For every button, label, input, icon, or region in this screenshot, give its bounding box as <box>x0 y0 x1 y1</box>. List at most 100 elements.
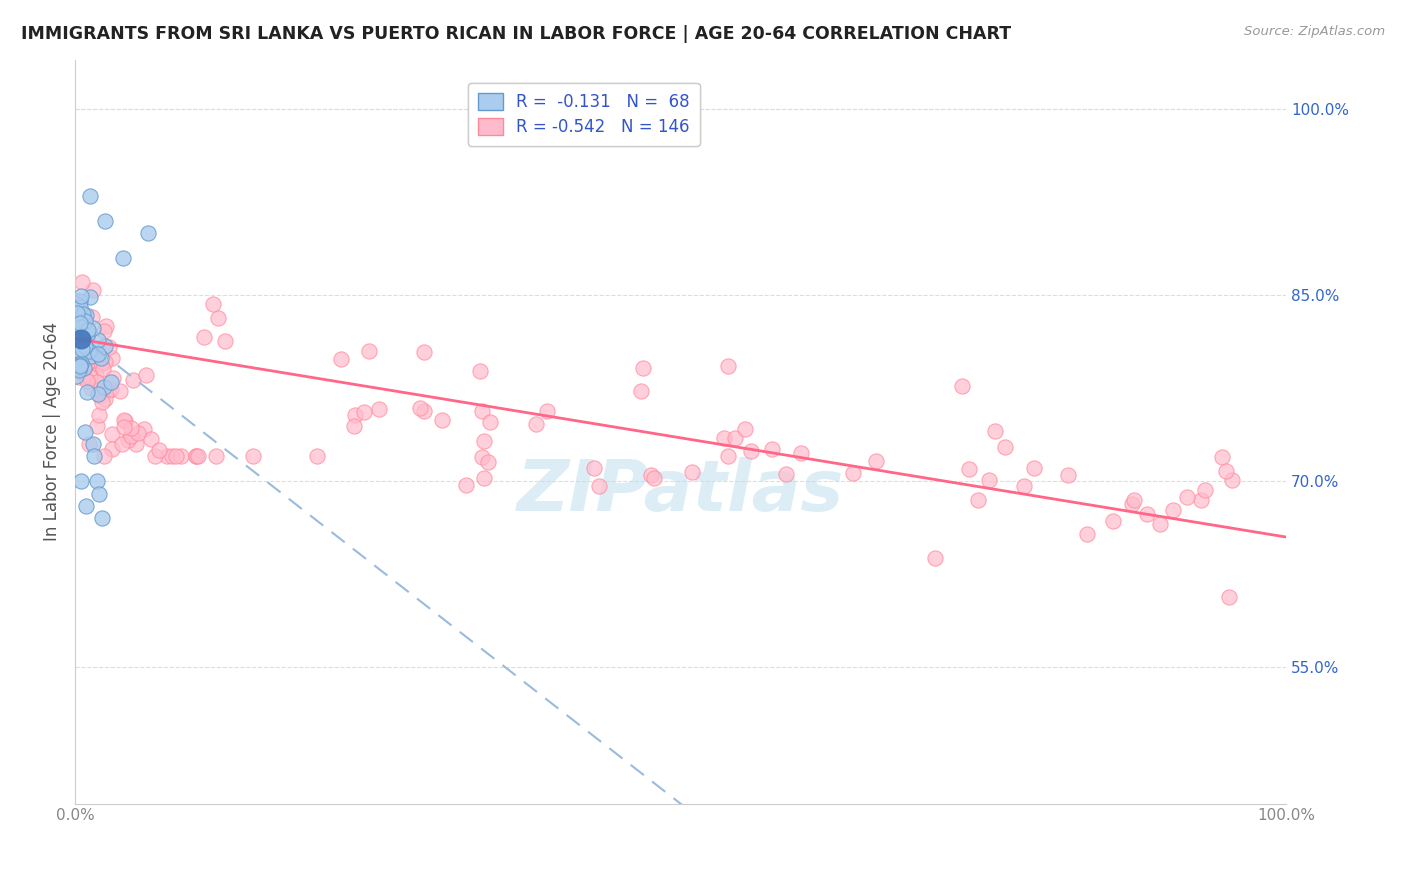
Puerto Ricans <box>1215 464 1237 478</box>
Immigrants from Sri Lanka <box>73 361 96 376</box>
Puerto Ricans <box>108 384 131 399</box>
Puerto Ricans <box>73 334 96 349</box>
Immigrants from Sri Lanka <box>75 314 97 328</box>
Immigrants from Sri Lanka <box>80 349 103 363</box>
Puerto Ricans <box>717 449 740 463</box>
Immigrants from Sri Lanka <box>70 324 93 338</box>
Text: ZIPatlas: ZIPatlas <box>517 457 844 525</box>
Puerto Ricans <box>713 431 735 445</box>
Puerto Ricans <box>75 353 97 368</box>
Puerto Ricans <box>214 334 236 348</box>
Puerto Ricans <box>994 440 1017 454</box>
Immigrants from Sri Lanka <box>69 327 91 342</box>
Puerto Ricans <box>865 454 887 468</box>
Immigrants from Sri Lanka <box>67 357 90 371</box>
Puerto Ricans <box>69 361 91 376</box>
Immigrants from Sri Lanka <box>66 360 89 375</box>
Puerto Ricans <box>979 473 1001 487</box>
Puerto Ricans <box>120 429 142 443</box>
Puerto Ricans <box>83 346 105 360</box>
Puerto Ricans <box>353 405 375 419</box>
Puerto Ricans <box>472 434 495 449</box>
Puerto Ricans <box>65 293 87 308</box>
Immigrants from Sri Lanka <box>67 362 90 376</box>
Puerto Ricans <box>1189 492 1212 507</box>
Puerto Ricans <box>193 330 215 344</box>
Puerto Ricans <box>77 437 100 451</box>
Puerto Ricans <box>842 466 865 480</box>
Puerto Ricans <box>65 293 87 308</box>
Puerto Ricans <box>127 425 149 440</box>
Puerto Ricans <box>103 371 125 385</box>
Puerto Ricans <box>330 351 353 366</box>
Puerto Ricans <box>90 357 112 371</box>
Puerto Ricans <box>724 431 747 445</box>
Immigrants from Sri Lanka <box>79 189 101 203</box>
Immigrants from Sri Lanka <box>65 326 87 341</box>
Puerto Ricans <box>957 462 980 476</box>
Puerto Ricans <box>82 348 104 362</box>
Immigrants from Sri Lanka <box>67 343 90 357</box>
Puerto Ricans <box>143 450 166 464</box>
Puerto Ricans <box>430 413 453 427</box>
Puerto Ricans <box>87 409 110 423</box>
Immigrants from Sri Lanka <box>70 289 93 303</box>
Immigrants from Sri Lanka <box>87 333 110 347</box>
Puerto Ricans <box>66 333 89 347</box>
Puerto Ricans <box>1149 517 1171 532</box>
Puerto Ricans <box>82 283 104 297</box>
Puerto Ricans <box>148 442 170 457</box>
Puerto Ricans <box>740 443 762 458</box>
Puerto Ricans <box>413 404 436 418</box>
Puerto Ricans <box>790 446 813 460</box>
Puerto Ricans <box>69 342 91 356</box>
Text: Source: ZipAtlas.com: Source: ZipAtlas.com <box>1244 25 1385 38</box>
Puerto Ricans <box>344 409 367 423</box>
Puerto Ricans <box>93 450 115 464</box>
Puerto Ricans <box>94 319 117 334</box>
Immigrants from Sri Lanka <box>69 318 91 333</box>
Puerto Ricans <box>1057 468 1080 483</box>
Immigrants from Sri Lanka <box>69 300 91 314</box>
Puerto Ricans <box>357 343 380 358</box>
Immigrants from Sri Lanka <box>77 326 100 340</box>
Immigrants from Sri Lanka <box>67 304 90 318</box>
Puerto Ricans <box>1121 497 1143 511</box>
Puerto Ricans <box>681 465 703 479</box>
Puerto Ricans <box>86 418 108 433</box>
Puerto Ricans <box>89 389 111 403</box>
Immigrants from Sri Lanka <box>70 334 93 349</box>
Legend: R =  -0.131   N =  68, R = -0.542   N = 146: R = -0.131 N = 68, R = -0.542 N = 146 <box>468 83 700 145</box>
Puerto Ricans <box>86 375 108 389</box>
Puerto Ricans <box>588 479 610 493</box>
Immigrants from Sri Lanka <box>69 358 91 372</box>
Puerto Ricans <box>950 378 973 392</box>
Puerto Ricans <box>75 343 97 357</box>
Immigrants from Sri Lanka <box>93 380 115 394</box>
Puerto Ricans <box>184 450 207 464</box>
Immigrants from Sri Lanka <box>77 323 100 337</box>
Puerto Ricans <box>1076 527 1098 541</box>
Immigrants from Sri Lanka <box>136 226 159 240</box>
Immigrants from Sri Lanka <box>79 290 101 304</box>
Puerto Ricans <box>1175 490 1198 504</box>
Puerto Ricans <box>65 360 87 375</box>
Puerto Ricans <box>89 383 111 397</box>
Puerto Ricans <box>134 422 156 436</box>
Puerto Ricans <box>1161 503 1184 517</box>
Puerto Ricans <box>112 420 135 434</box>
Puerto Ricans <box>643 471 665 485</box>
Puerto Ricans <box>93 324 115 338</box>
Puerto Ricans <box>90 394 112 409</box>
Puerto Ricans <box>97 340 120 354</box>
Puerto Ricans <box>135 368 157 383</box>
Immigrants from Sri Lanka <box>73 339 96 353</box>
Puerto Ricans <box>472 471 495 485</box>
Puerto Ricans <box>775 467 797 481</box>
Point <box>70 332 93 346</box>
Puerto Ricans <box>66 316 89 330</box>
Puerto Ricans <box>72 360 94 375</box>
Immigrants from Sri Lanka <box>70 313 93 327</box>
Puerto Ricans <box>202 296 225 310</box>
Puerto Ricans <box>162 450 184 464</box>
